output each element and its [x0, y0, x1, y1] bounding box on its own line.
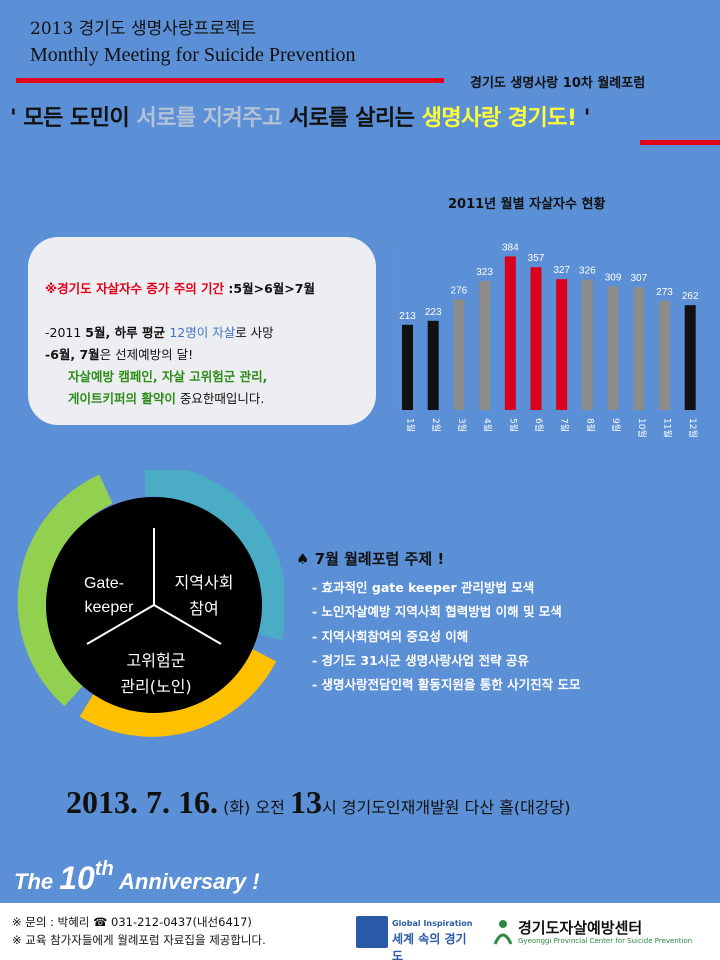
chart-category-label-3: 3월 — [456, 418, 468, 432]
header-band — [0, 0, 720, 75]
warning-title: ※경기도 자살자수 증가 주의 기간 :5월>6월>7월 — [45, 278, 315, 297]
warning-title-period: :5월>6월>7월 — [224, 281, 315, 296]
donut-label-gatekeeper-2: keeper — [85, 599, 135, 616]
chart-bar-7 — [556, 279, 568, 410]
chart-category-label-11: 11월 — [662, 418, 674, 438]
theme-item: - 효과적인 gate keeper 관리방법 모색 — [312, 580, 535, 595]
theme-item: - 생명사랑전담인력 활동지원을 통한 사기진작 도모 — [312, 677, 581, 692]
donut-diagram: Gate- keeper 지역사회 참여 고위험군 관리(노인) — [14, 463, 287, 744]
event-info: 2013. 7. 16. (화) 오전 13시 경기도인재개발원 다산 홀(대강… — [66, 784, 571, 821]
chart-bar-9 — [607, 286, 619, 410]
event-date: 2013. 7. 16. — [66, 784, 218, 820]
chart-title: 2011년 월별 자살자수 현황 — [448, 197, 606, 212]
slogan-part3: 서로를 살리는 — [288, 106, 422, 131]
chart-bar-3 — [453, 299, 465, 410]
chart-bar-10 — [633, 287, 645, 410]
chart-bar-8 — [581, 279, 593, 410]
header-title-ko: 2013 경기도 생명사랑프로젝트 — [30, 19, 257, 39]
forum-themes-title: ♠ 7월 월례포럼 주제 ! — [296, 550, 445, 568]
chart-bar-5 — [504, 256, 516, 410]
header-title-en: Monthly Meeting for Suicide Prevention — [30, 44, 356, 66]
suicide-prevention-center-logo: 경기도자살예방센터 Gyeonggi Provincial Center for… — [492, 916, 712, 950]
donut-label-community-2: 참여 — [189, 599, 218, 618]
warning-line-2: -6월, 7월은 선제예방의 달! — [45, 347, 194, 362]
footer-contact: ※ 문의 : 박혜리 ☎ 031-212-0437(내선6417) — [12, 915, 252, 929]
chart-category-label-5: 5월 — [507, 418, 519, 432]
donut-segment-green — [17, 474, 113, 707]
chart-value-label-7: 327 — [553, 265, 570, 276]
chart-value-label-10: 307 — [630, 273, 647, 284]
chart-bar-1 — [402, 324, 413, 410]
warning-box — [28, 237, 376, 425]
chart-value-label-5: 384 — [502, 242, 519, 253]
theme-item: - 지역사회참여의 중요성 이해 — [312, 629, 469, 644]
chart-category-label-6: 6월 — [533, 418, 545, 432]
chart-value-label-8: 326 — [579, 266, 596, 277]
event-venue: 시 경기도인재개발원 다산 홀(대강당) — [321, 798, 571, 817]
warning-title-red: ※경기도 자살자수 증가 주의 기간 — [45, 281, 225, 296]
gyeonggi-logo-icon — [356, 916, 388, 948]
warning-line-4: 게이트키퍼의 활약이 중요한때입니다. — [68, 391, 265, 406]
donut-label-highrisk-2: 관리(노인) — [120, 677, 191, 696]
forum-subtitle: 경기도 생명사랑 10차 월례포럼 — [470, 76, 646, 91]
slogan-part5: ' — [576, 106, 591, 131]
warning-line-1: -2011 5월, 하루 평균 12명이 자살로 사망 — [45, 325, 274, 340]
chart-category-label-10: 10월 — [636, 418, 648, 438]
gyeonggi-logo: Global Inspiration 세계 속의 경기도 — [356, 916, 476, 960]
chart-category-label-2: 2월 — [430, 418, 442, 432]
chart-category-label-7: 7월 — [559, 418, 571, 432]
theme-item: - 노인자살예방 지역사회 협력방법 이해 및 모색 — [312, 604, 562, 619]
chart-value-label-3: 276 — [451, 286, 468, 297]
event-day: (화) — [223, 798, 251, 817]
donut-label-gatekeeper-1: Gate- — [84, 575, 124, 592]
chart-category-label-8: 8월 — [584, 418, 596, 432]
donut-segment-yellow — [79, 646, 277, 737]
event-hour: 13 — [289, 784, 322, 820]
chart-value-label-1: 213 — [399, 311, 416, 322]
donut-label-community-1: 지역사회 — [175, 573, 234, 592]
chart-value-label-12: 262 — [682, 291, 699, 302]
chart-category-label-9: 9월 — [610, 418, 622, 432]
anniversary-banner: The 10th Anniversary ! — [14, 858, 260, 896]
slogan-part1: ' 모든 도민이 — [10, 106, 137, 131]
chart-value-label-11: 273 — [656, 287, 673, 298]
chart-value-label-6: 357 — [528, 253, 545, 264]
slogan-part4: 생명사랑 경기도! — [421, 106, 577, 131]
header-divider — [16, 78, 444, 83]
chart-bar-12 — [684, 305, 696, 410]
slogan-divider — [640, 140, 720, 145]
warning-line-3: 자살예방 캠페인, 자살 고위험군 관리, — [68, 369, 268, 384]
chart-value-label-9: 309 — [605, 272, 622, 283]
chart-bar-4 — [479, 280, 491, 410]
footer-note: ※ 교육 참가자들에게 월례포럼 자료집을 제공합니다. — [12, 933, 266, 947]
theme-item: - 경기도 31시군 생명사랑사업 전략 공유 — [312, 653, 529, 668]
chart-bar-11 — [659, 300, 670, 410]
chart-bar-2 — [427, 320, 439, 410]
center-logo-icon — [493, 920, 513, 945]
chart-value-label-2: 223 — [425, 307, 442, 318]
chart-bar-6 — [530, 267, 542, 410]
monthly-suicide-chart: 213 1월 223 2월 276 3월 323 4월 384 5월 357 6월 327 7월 326 8월… — [397, 242, 699, 438]
chart-category-label-1: 1월 — [405, 418, 417, 432]
donut-segment-teal — [144, 463, 287, 641]
slogan: ' 모든 도민이 서로를 지켜주고 서로를 살리는 생명사랑 경기도! ' — [10, 100, 720, 132]
chart-value-label-4: 323 — [476, 267, 493, 278]
slogan-part2: 서로를 지켜주고 — [136, 106, 289, 131]
chart-category-label-4: 4월 — [482, 418, 494, 432]
chart-category-label-12: 12월 — [687, 418, 699, 438]
donut-label-highrisk-1: 고위험군 — [127, 651, 186, 670]
event-am: 오전 — [255, 798, 285, 817]
